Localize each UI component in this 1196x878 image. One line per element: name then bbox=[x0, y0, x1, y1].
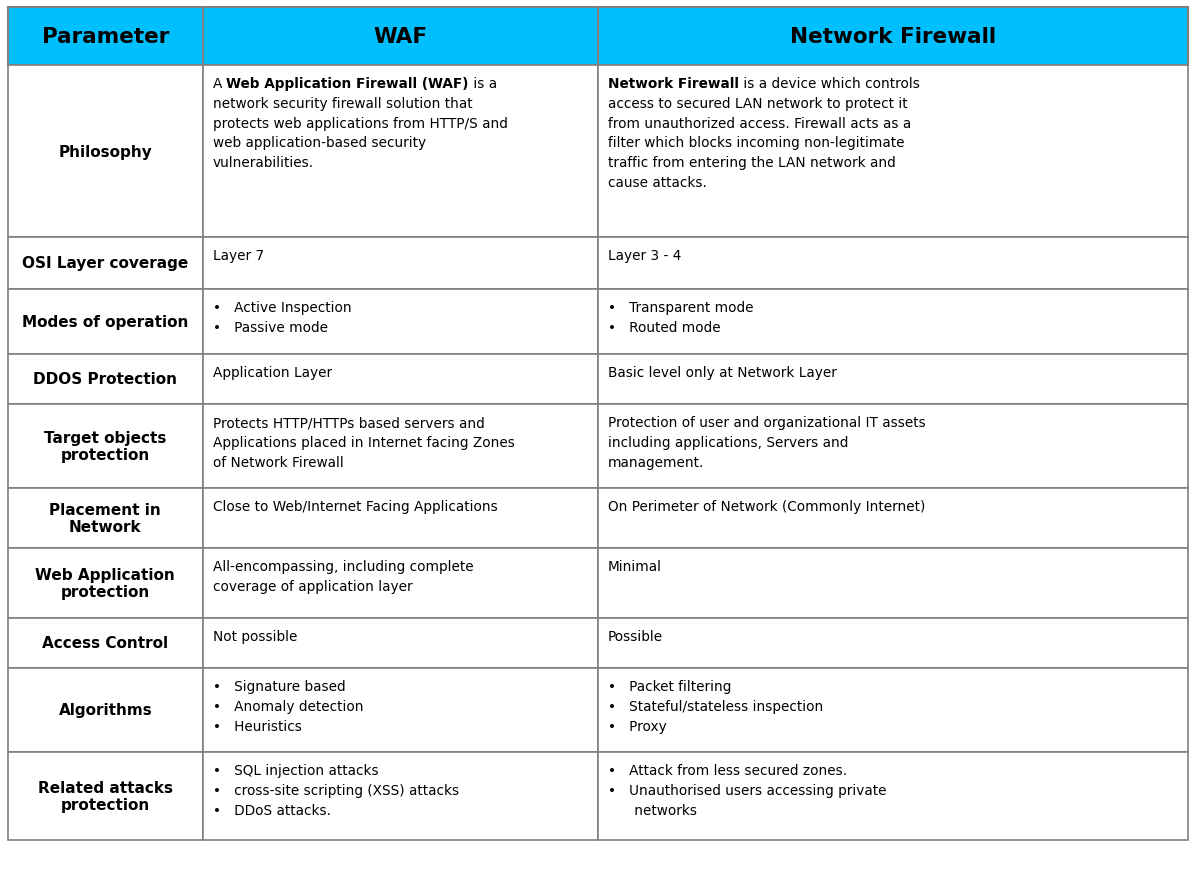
Text: •   DDoS attacks.: • DDoS attacks. bbox=[213, 802, 331, 817]
Text: Related attacks
protection: Related attacks protection bbox=[38, 780, 173, 812]
Text: •   Attack from less secured zones.: • Attack from less secured zones. bbox=[608, 763, 847, 777]
Bar bbox=[598, 355, 1188, 405]
Text: •   Packet filtering: • Packet filtering bbox=[608, 680, 732, 694]
Text: Web Application
protection: Web Application protection bbox=[36, 567, 176, 600]
Bar bbox=[598, 290, 1188, 355]
Text: •   Anomaly detection: • Anomaly detection bbox=[213, 699, 364, 713]
Bar bbox=[8, 668, 202, 752]
Text: Philosophy: Philosophy bbox=[59, 144, 152, 159]
Bar bbox=[202, 8, 598, 66]
Bar bbox=[202, 668, 598, 752]
Text: Parameter: Parameter bbox=[42, 27, 169, 47]
Text: vulnerabilities.: vulnerabilities. bbox=[213, 155, 313, 169]
Bar bbox=[202, 752, 598, 840]
Text: •   Heuristics: • Heuristics bbox=[213, 719, 301, 732]
Text: DDOS Protection: DDOS Protection bbox=[33, 372, 177, 387]
Text: including applications, Servers and: including applications, Servers and bbox=[608, 435, 848, 450]
Text: WAF: WAF bbox=[373, 27, 427, 47]
Text: All-encompassing, including complete: All-encompassing, including complete bbox=[213, 559, 474, 573]
Text: Network Firewall: Network Firewall bbox=[608, 77, 739, 91]
Text: OSI Layer coverage: OSI Layer coverage bbox=[23, 256, 189, 271]
Text: from unauthorized access. Firewall acts as a: from unauthorized access. Firewall acts … bbox=[608, 117, 911, 130]
Text: •   Stateful/stateless inspection: • Stateful/stateless inspection bbox=[608, 699, 823, 713]
Text: access to secured LAN network to protect it: access to secured LAN network to protect… bbox=[608, 97, 908, 111]
Text: protects web applications from HTTP/S and: protects web applications from HTTP/S an… bbox=[213, 117, 507, 130]
Bar bbox=[202, 618, 598, 668]
Bar bbox=[202, 488, 598, 549]
Text: •   SQL injection attacks: • SQL injection attacks bbox=[213, 763, 378, 777]
Bar bbox=[598, 618, 1188, 668]
Bar bbox=[598, 488, 1188, 549]
Bar bbox=[8, 290, 202, 355]
Text: Modes of operation: Modes of operation bbox=[23, 314, 189, 329]
Text: Layer 3 - 4: Layer 3 - 4 bbox=[608, 248, 682, 263]
Text: •   Signature based: • Signature based bbox=[213, 680, 346, 694]
Bar bbox=[202, 66, 598, 238]
Bar bbox=[598, 668, 1188, 752]
Bar bbox=[598, 238, 1188, 290]
Text: Access Control: Access Control bbox=[42, 636, 169, 651]
Bar bbox=[598, 8, 1188, 66]
Bar bbox=[202, 355, 598, 405]
Text: networks: networks bbox=[608, 802, 697, 817]
Text: Applications placed in Internet facing Zones: Applications placed in Internet facing Z… bbox=[213, 435, 514, 450]
Bar bbox=[8, 8, 202, 66]
Text: cause attacks.: cause attacks. bbox=[608, 176, 707, 190]
Text: •   Transparent mode: • Transparent mode bbox=[608, 300, 753, 314]
Text: Not possible: Not possible bbox=[213, 630, 297, 644]
Text: •   Routed mode: • Routed mode bbox=[608, 320, 721, 335]
Bar bbox=[8, 488, 202, 549]
Text: Algorithms: Algorithms bbox=[59, 702, 152, 717]
Text: Protects HTTP/HTTPs based servers and: Protects HTTP/HTTPs based servers and bbox=[213, 415, 484, 429]
Bar bbox=[8, 355, 202, 405]
Text: filter which blocks incoming non-legitimate: filter which blocks incoming non-legitim… bbox=[608, 136, 904, 150]
Bar bbox=[202, 290, 598, 355]
Text: Web Application Firewall (WAF): Web Application Firewall (WAF) bbox=[226, 77, 469, 91]
Bar bbox=[202, 549, 598, 618]
Bar bbox=[8, 549, 202, 618]
Bar bbox=[8, 238, 202, 290]
Bar bbox=[202, 405, 598, 488]
Text: Layer 7: Layer 7 bbox=[213, 248, 264, 263]
Text: management.: management. bbox=[608, 455, 704, 469]
Bar bbox=[8, 618, 202, 668]
Text: network security firewall solution that: network security firewall solution that bbox=[213, 97, 472, 111]
Bar bbox=[598, 405, 1188, 488]
Bar bbox=[8, 405, 202, 488]
Text: A: A bbox=[213, 77, 226, 91]
Text: •   Unauthorised users accessing private: • Unauthorised users accessing private bbox=[608, 783, 886, 797]
Bar bbox=[8, 66, 202, 238]
Text: Minimal: Minimal bbox=[608, 559, 663, 573]
Text: •   Passive mode: • Passive mode bbox=[213, 320, 328, 335]
Bar bbox=[8, 752, 202, 840]
Bar bbox=[598, 66, 1188, 238]
Text: Network Firewall: Network Firewall bbox=[789, 27, 996, 47]
Text: Application Layer: Application Layer bbox=[213, 365, 331, 379]
Text: Close to Web/Internet Facing Applications: Close to Web/Internet Facing Application… bbox=[213, 500, 498, 514]
Text: •   Proxy: • Proxy bbox=[608, 719, 666, 732]
Text: Placement in
Network: Placement in Network bbox=[49, 502, 161, 535]
Text: web application-based security: web application-based security bbox=[213, 136, 426, 150]
Text: •   cross-site scripting (XSS) attacks: • cross-site scripting (XSS) attacks bbox=[213, 783, 459, 797]
Bar bbox=[598, 752, 1188, 840]
Text: is a: is a bbox=[469, 77, 498, 91]
Text: Possible: Possible bbox=[608, 630, 663, 644]
Text: Basic level only at Network Layer: Basic level only at Network Layer bbox=[608, 365, 837, 379]
Text: Protection of user and organizational IT assets: Protection of user and organizational IT… bbox=[608, 415, 926, 429]
Text: Target objects
protection: Target objects protection bbox=[44, 430, 166, 463]
Text: of Network Firewall: of Network Firewall bbox=[213, 455, 343, 469]
Text: coverage of application layer: coverage of application layer bbox=[213, 579, 413, 594]
Bar bbox=[202, 238, 598, 290]
Text: is a device which controls: is a device which controls bbox=[739, 77, 920, 91]
Bar bbox=[598, 549, 1188, 618]
Text: traffic from entering the LAN network and: traffic from entering the LAN network an… bbox=[608, 155, 896, 169]
Text: •   Active Inspection: • Active Inspection bbox=[213, 300, 352, 314]
Text: On Perimeter of Network (Commonly Internet): On Perimeter of Network (Commonly Intern… bbox=[608, 500, 926, 514]
